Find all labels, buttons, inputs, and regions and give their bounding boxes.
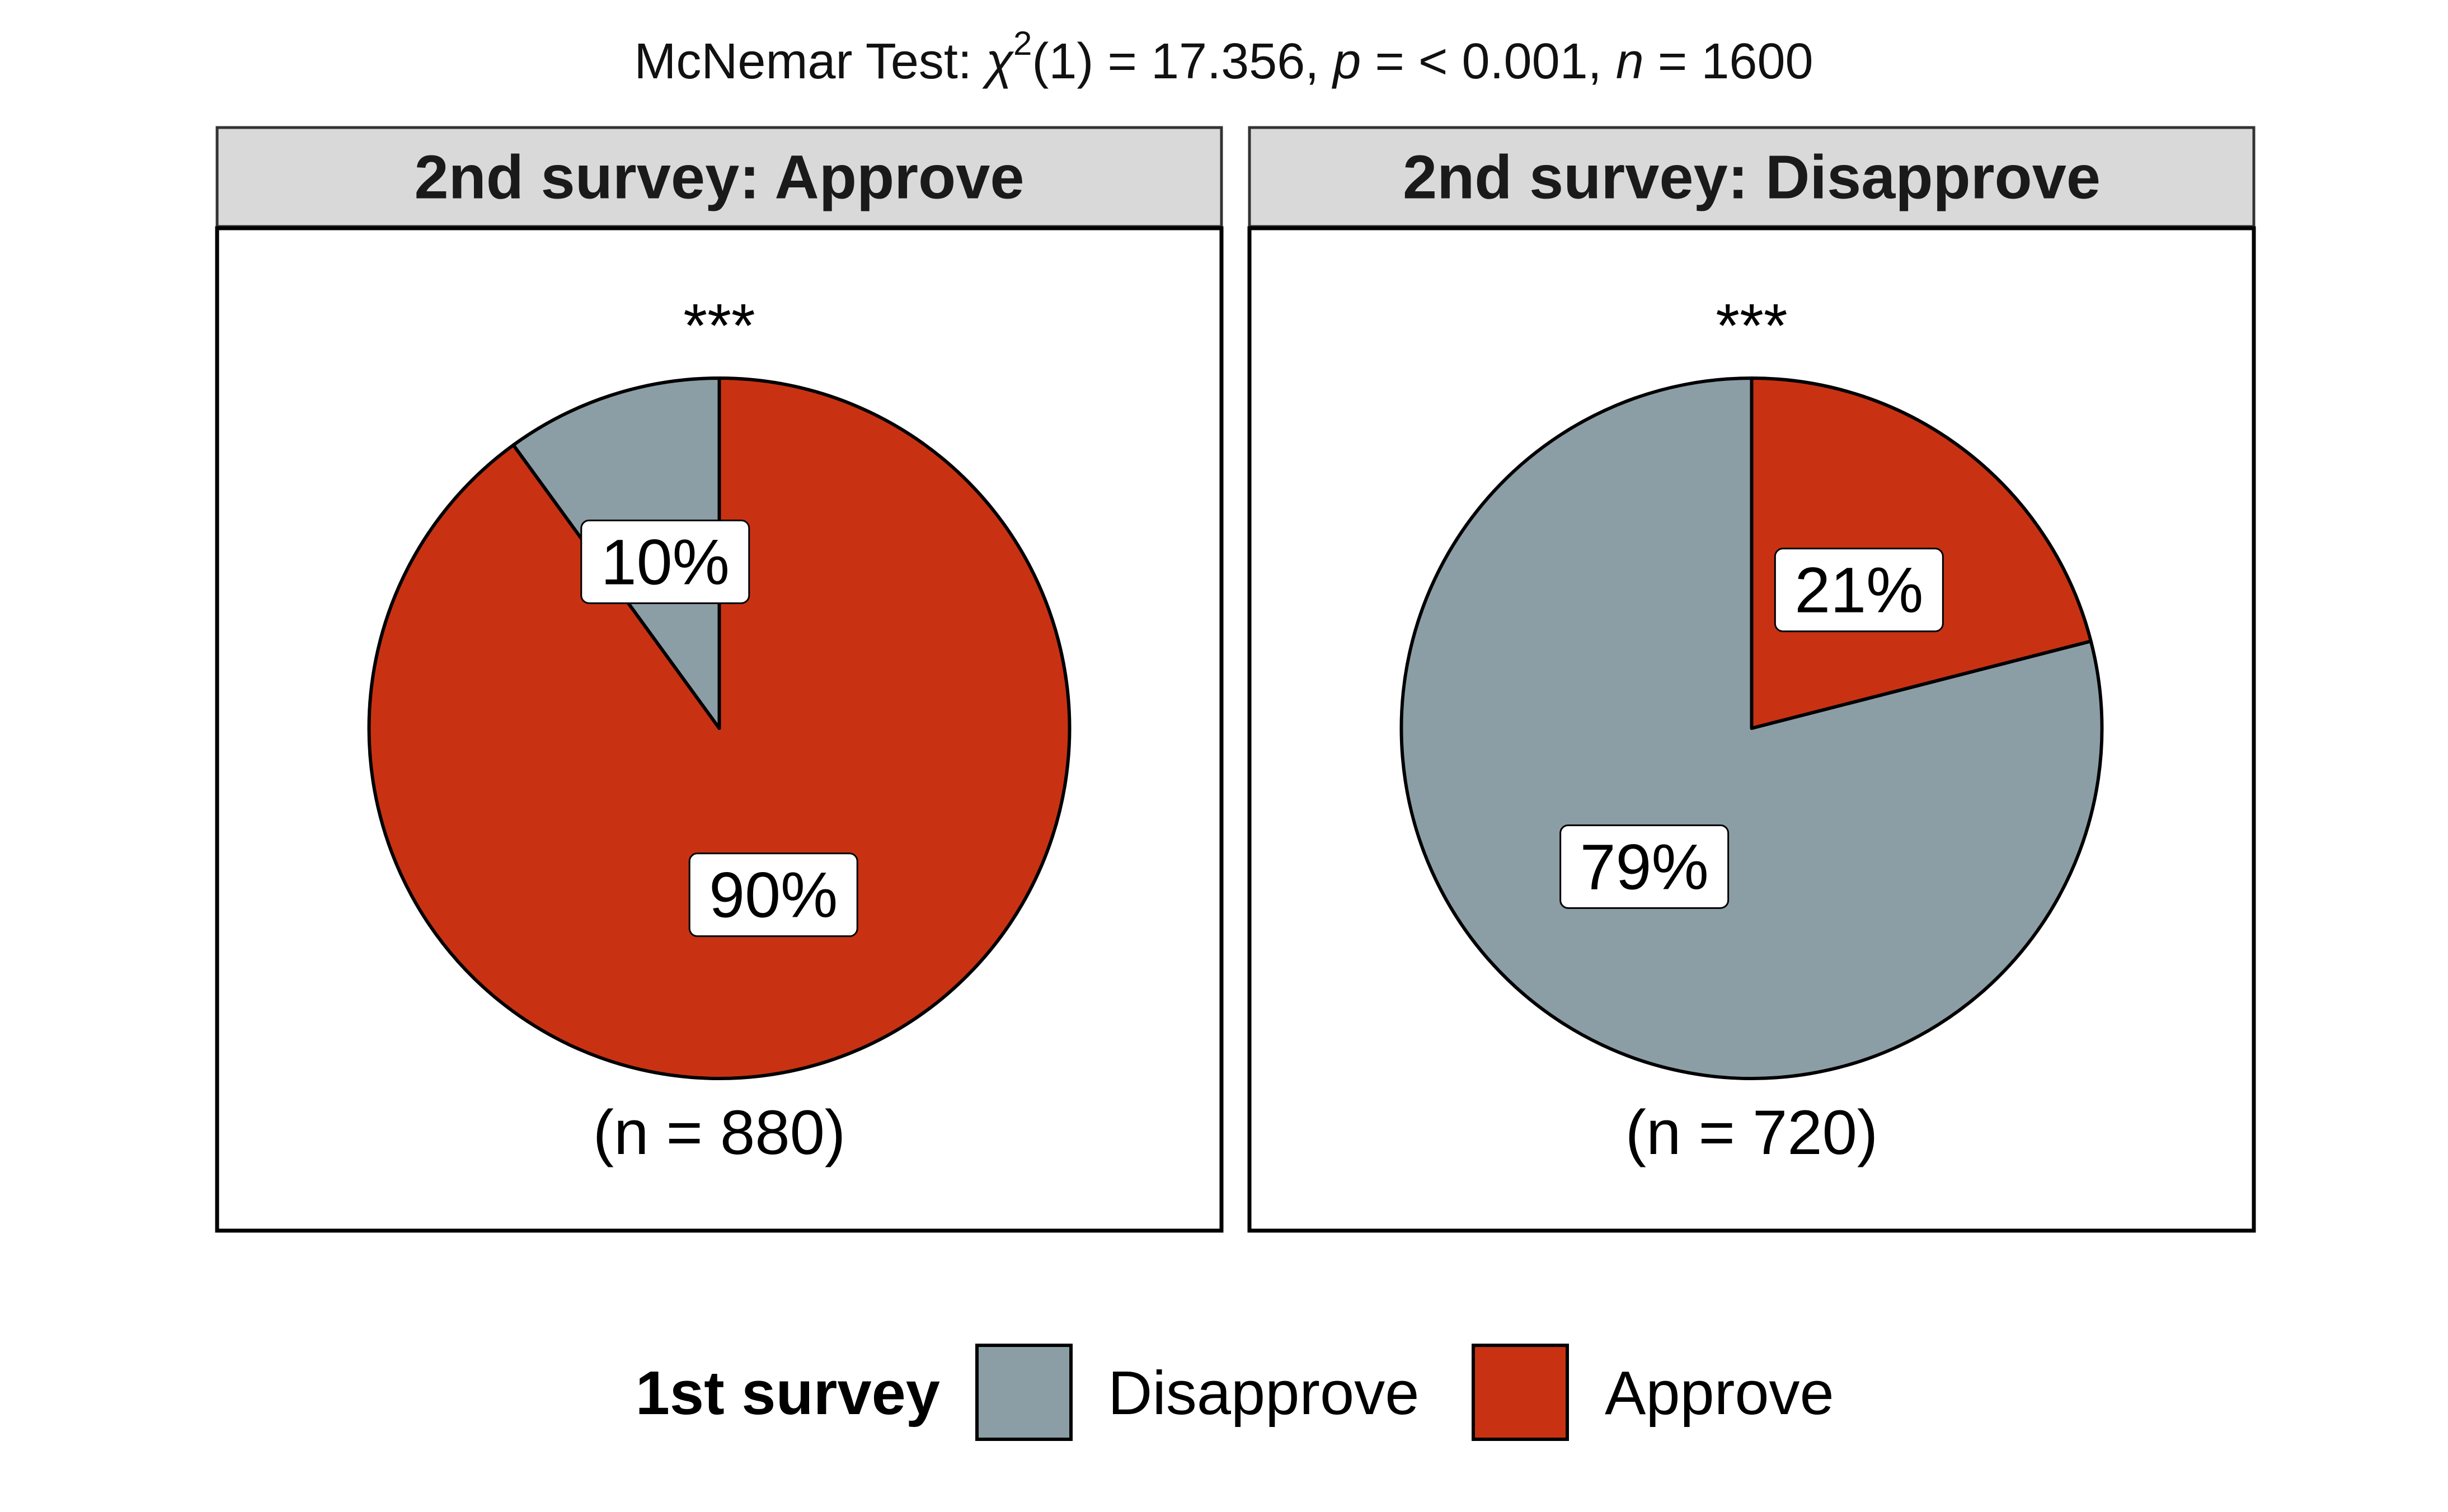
legend-key-approve bbox=[1472, 1344, 1569, 1441]
title-n-symbol: n bbox=[1616, 34, 1644, 90]
legend-key-disapprove bbox=[975, 1344, 1073, 1441]
legend-title: 1st survey bbox=[636, 1359, 940, 1428]
title-chi: χ bbox=[982, 34, 1014, 90]
title-p-value: = < 0.001, bbox=[1361, 34, 1615, 90]
percent-label-box bbox=[688, 852, 858, 938]
legend-label-disapprove: Disapprove bbox=[1108, 1359, 1419, 1428]
facet-strip-label: 2nd survey: Approve bbox=[414, 143, 1024, 212]
percent-label-box bbox=[580, 519, 750, 604]
title-p-symbol: p bbox=[1331, 34, 1361, 90]
percent-label-box bbox=[1559, 824, 1730, 909]
percent-label: 21% bbox=[1794, 555, 1923, 627]
title-superscript: 2 bbox=[1013, 25, 1032, 62]
title-df-statistic: (1) = 17.356, bbox=[1032, 34, 1333, 90]
title-prefix: McNemar Test: bbox=[634, 34, 985, 90]
chart-title: McNemar Test: χ2(1) = 17.356, p = < 0.00… bbox=[634, 25, 1813, 90]
percent-label: 90% bbox=[709, 860, 838, 931]
significance-stars: *** bbox=[683, 291, 755, 360]
facet-panel: 2nd survey: Disapprove 21% 79% *** (n = 720) bbox=[1247, 126, 2256, 1233]
facet-strip-label: 2nd survey: Disapprove bbox=[1403, 143, 2101, 212]
sample-size-label: (n = 720) bbox=[1625, 1098, 1878, 1167]
percent-label: 10% bbox=[601, 526, 730, 598]
facet-panel: 2nd survey: Approve 90% 10% *** (n = 880) bbox=[215, 126, 1224, 1233]
significance-stars: *** bbox=[1716, 291, 1787, 360]
sample-size-label: (n = 880) bbox=[593, 1098, 845, 1167]
facet-strip bbox=[215, 126, 1223, 228]
legend-label-approve: Approve bbox=[1605, 1359, 1834, 1428]
title-n-value: = 1600 bbox=[1644, 34, 1813, 90]
facet-strip bbox=[1248, 126, 2256, 228]
percent-label: 79% bbox=[1580, 831, 1709, 903]
legend: 1st survey Disapprove Approve bbox=[636, 1344, 1834, 1441]
percent-label-box bbox=[1774, 548, 1944, 633]
